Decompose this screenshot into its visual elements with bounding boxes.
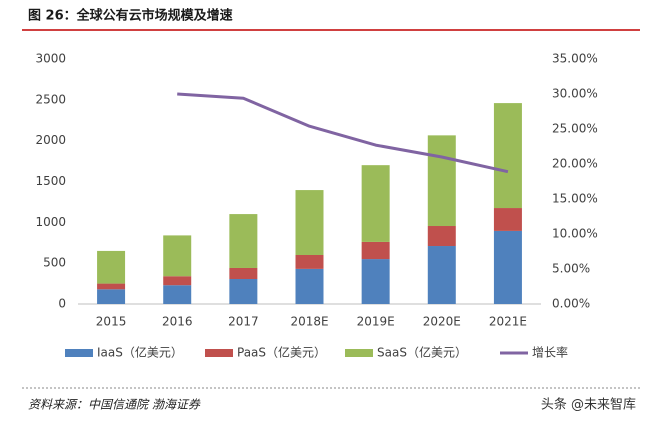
legend-label: SaaS（亿美元） — [377, 345, 467, 360]
legend-label: PaaS（亿美元） — [237, 345, 326, 360]
bar — [163, 285, 192, 304]
bar — [97, 283, 126, 290]
y-tick-label: 2000 — [35, 133, 66, 147]
legend-swatch — [205, 349, 233, 357]
legend-label: 增长率 — [532, 345, 568, 360]
watermark: 头条 @未来智库 — [541, 397, 636, 413]
legend-swatch — [65, 349, 93, 357]
y-tick-label: 500 — [43, 256, 66, 270]
y2-tick-label: 20.00% — [552, 157, 598, 171]
bar — [163, 235, 192, 277]
y2-tick-label: 35.00% — [552, 52, 598, 66]
chart-title: 图 26：全球公有云市场规模及增速 — [28, 8, 233, 24]
x-tick-label: 2018E — [290, 315, 328, 329]
legend-swatch — [345, 349, 373, 357]
y-tick-label: 1000 — [35, 215, 66, 229]
x-tick-label: 2015 — [96, 315, 127, 329]
legend-label: IaaS（亿美元） — [97, 345, 183, 360]
bar — [427, 226, 456, 247]
bar — [295, 268, 324, 304]
bar — [361, 165, 390, 242]
y2-tick-label: 30.00% — [552, 87, 598, 101]
bar — [427, 135, 456, 227]
bar — [493, 230, 522, 304]
y2-tick-label: 15.00% — [552, 192, 598, 206]
bar — [97, 289, 126, 304]
bar — [229, 267, 258, 280]
bar — [361, 241, 390, 260]
y2-tick-label: 25.00% — [552, 122, 598, 136]
bar — [163, 276, 192, 286]
x-tick-label: 2020E — [423, 315, 461, 329]
y-tick-label: 0 — [58, 297, 66, 311]
y-tick-label: 1500 — [35, 174, 66, 188]
x-tick-label: 2021E — [489, 315, 527, 329]
bar — [229, 214, 258, 268]
y-tick-label: 2500 — [35, 92, 66, 106]
x-tick-label: 2017 — [228, 315, 259, 329]
x-tick-label: 2016 — [162, 315, 193, 329]
y-tick-label: 3000 — [35, 52, 66, 66]
bar — [361, 259, 390, 304]
y2-tick-label: 10.00% — [552, 227, 598, 241]
y2-tick-label: 5.00% — [552, 262, 590, 276]
bar — [493, 103, 522, 209]
line — [177, 92, 509, 174]
bar — [295, 255, 324, 269]
x-tick-label: 2019E — [357, 315, 395, 329]
bar — [493, 208, 522, 231]
bar — [427, 246, 456, 304]
bar — [229, 279, 258, 304]
bar — [295, 190, 324, 255]
source: 资料来源：中国信通院 渤海证券 — [28, 398, 201, 412]
y2-tick-label: 0.00% — [552, 297, 590, 311]
bar — [97, 250, 126, 284]
